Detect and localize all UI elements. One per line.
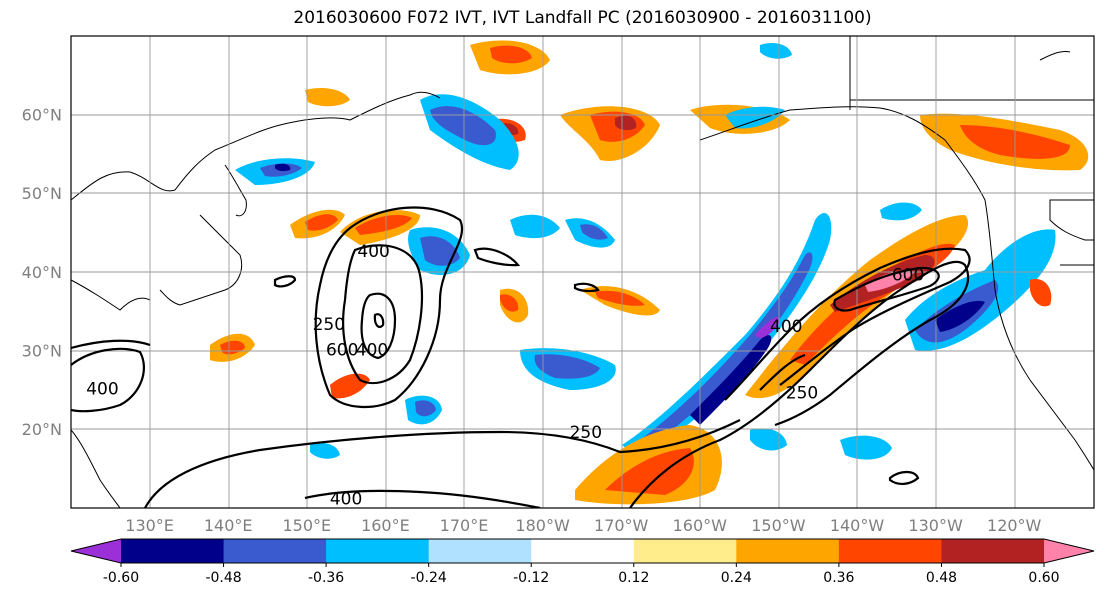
ivt-contour-250-south bbox=[144, 419, 741, 508]
contour-label: 400 bbox=[770, 317, 802, 337]
ivt-contour-400-south bbox=[304, 489, 541, 508]
colorbar-tick-label: -0.24 bbox=[411, 570, 447, 586]
longitude-label: 160°E bbox=[361, 516, 410, 535]
colorbar-segment bbox=[531, 539, 635, 563]
contour-label: 250 bbox=[570, 423, 602, 443]
latitude-labels: 60°N 50°N 40°N 30°N 20°N bbox=[22, 106, 62, 439]
latitude-label: 60°N bbox=[22, 106, 62, 125]
colorbar-segment bbox=[223, 539, 327, 563]
colorbar-tick-label: -0.12 bbox=[513, 570, 549, 586]
ivt-contour-250-west bbox=[314, 206, 463, 409]
contour-label: 400 bbox=[330, 490, 362, 510]
latitude-label: 20°N bbox=[22, 420, 62, 439]
asia-coastline bbox=[71, 91, 441, 201]
colorbar-segment bbox=[428, 539, 532, 563]
colorbar-tick-label: 0.60 bbox=[1028, 570, 1059, 586]
colorbar-tick-label: -0.48 bbox=[205, 570, 241, 586]
north-america-coastline bbox=[699, 106, 1094, 471]
colorbar-tick-label: -0.60 bbox=[103, 570, 139, 586]
colorbar-segment bbox=[941, 539, 1045, 563]
longitude-label: 140°W bbox=[830, 516, 885, 535]
longitude-label: 180°W bbox=[515, 516, 570, 535]
longitude-label: 170°E bbox=[440, 516, 489, 535]
map-frame bbox=[70, 35, 1095, 509]
colorbar-segment bbox=[838, 539, 942, 563]
colorbar-segment bbox=[326, 539, 430, 563]
colorbar-segment bbox=[633, 539, 737, 563]
colorbar-tick-label: 0.12 bbox=[618, 570, 649, 586]
negative-anomaly-jet-core bbox=[640, 252, 813, 450]
longitude-label: 140°E bbox=[204, 516, 253, 535]
contour-label: 600 bbox=[326, 340, 358, 360]
ivt-contour-600-west bbox=[360, 292, 397, 360]
graticule bbox=[71, 36, 1094, 508]
ivt-contour-600-east bbox=[833, 266, 940, 312]
contour-label: 400 bbox=[357, 242, 389, 262]
ivt-contour-400-far-west bbox=[71, 347, 145, 413]
longitude-label: 130°E bbox=[125, 516, 174, 535]
latitude-label: 40°N bbox=[22, 263, 62, 282]
longitude-labels: 130°E 140°E 150°E 160°E 170°E 180°W 170°W 160°W… bbox=[125, 516, 1041, 535]
longitude-label: 120°W bbox=[987, 516, 1042, 535]
colorbar-segment bbox=[736, 539, 840, 563]
colorbar-tick-label: 0.36 bbox=[823, 570, 854, 586]
negative-anomaly-jet-peak bbox=[690, 334, 772, 425]
colorbar-tick-labels: -0.60 -0.48 -0.36 -0.24 -0.12 0.12 0.24 0.36 0.4… bbox=[103, 563, 1060, 586]
latitude-label: 50°N bbox=[22, 184, 62, 203]
japan-coastline bbox=[159, 214, 243, 306]
longitude-label: 160°W bbox=[673, 516, 728, 535]
ivt-contour-250-east bbox=[629, 260, 970, 508]
contour-label: 250 bbox=[313, 315, 345, 335]
coastlines bbox=[71, 36, 1094, 508]
colorbar-tick-label: 0.48 bbox=[926, 570, 957, 586]
negative-anomaly-jet bbox=[622, 212, 832, 460]
colorbar bbox=[70, 538, 1095, 564]
colorbar-extend-high bbox=[1044, 539, 1094, 563]
longitude-label: 150°E bbox=[282, 516, 331, 535]
ivt-contours bbox=[71, 206, 971, 508]
positive-anomaly-ar-peak bbox=[865, 270, 915, 292]
longitude-label: 150°W bbox=[751, 516, 806, 535]
colorbar-extend-low bbox=[71, 539, 121, 563]
colorbar-tick-label: 0.24 bbox=[721, 570, 752, 586]
contour-label: 400 bbox=[356, 340, 388, 360]
colorbar-tick-label: -0.36 bbox=[308, 570, 344, 586]
contour-label: 400 bbox=[86, 380, 118, 400]
map-title: 2016030600 F072 IVT, IVT Landfall PC (20… bbox=[293, 8, 872, 28]
contour-label: 600 bbox=[892, 266, 924, 286]
latitude-label: 30°N bbox=[22, 341, 62, 360]
colorbar-segment bbox=[121, 539, 225, 563]
contour-label: 250 bbox=[786, 384, 818, 404]
ivt-contour-400-east bbox=[724, 247, 971, 401]
negative-anomaly-purple bbox=[755, 317, 779, 338]
longitude-label: 130°W bbox=[908, 516, 963, 535]
ivt-contour-400-west bbox=[342, 244, 424, 385]
longitude-label: 170°W bbox=[594, 516, 649, 535]
